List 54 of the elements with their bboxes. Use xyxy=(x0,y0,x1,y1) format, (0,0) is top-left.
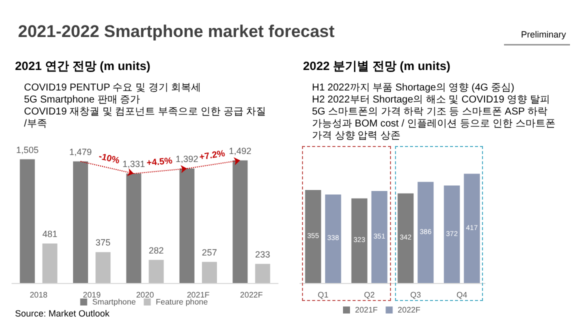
bar xyxy=(371,191,388,283)
bar xyxy=(20,159,35,283)
data-label: 282 xyxy=(148,245,164,256)
bar xyxy=(73,161,88,283)
bar xyxy=(42,243,58,283)
data-label: 233 xyxy=(255,249,270,260)
text: H2 2022부터 Shortage의 해소 및 COVID19 영향 탈피 xyxy=(312,94,550,106)
source-note: Source: Market Outlook xyxy=(15,308,110,318)
x-tick-label: 2019 xyxy=(82,290,102,300)
chart-subtitle: 2021 연간 전망 (m units) xyxy=(15,59,150,73)
text: COVID19 PENTUP 수요 및 경기 회복세 xyxy=(24,82,202,94)
bar xyxy=(305,190,322,283)
chart-title: 2021-2022 Smartphone market forecast xyxy=(18,22,335,42)
x-tick-label: 2018 xyxy=(30,290,48,300)
data-label: 375 xyxy=(96,238,111,248)
bar xyxy=(418,182,434,283)
data-label: 1,331 xyxy=(122,159,146,170)
bar xyxy=(255,264,270,283)
annotation: -10% xyxy=(98,151,121,166)
bar xyxy=(351,198,368,283)
data-label: 481 xyxy=(42,228,58,239)
x-tick-label: Q4 xyxy=(456,290,468,300)
legend-label: 2022F xyxy=(398,306,420,314)
bar xyxy=(96,252,111,283)
text: Preliminary xyxy=(520,30,566,40)
bar xyxy=(232,160,248,283)
text: H1 2022까지 부품 Shortage의 영향 (4G 중심) xyxy=(312,82,514,94)
data-label: 1,392 xyxy=(176,154,198,164)
data-label: 257 xyxy=(202,247,217,258)
bar xyxy=(179,168,194,283)
data-label: 1,479 xyxy=(69,146,92,157)
bar xyxy=(464,174,480,283)
x-tick-label: Q3 xyxy=(410,290,422,300)
text: 5G 스마트폰의 가격 하락 기조 등 스마트폰 ASP 하락 가능성과 BOM cost / 인플레이션 등으로 인한 스마트폰 가격 상향 압력 상존 xyxy=(312,106,558,142)
data-label: 1,492 xyxy=(228,146,252,156)
x-tick-label: 2020 xyxy=(136,290,154,300)
x-tick-label: 2022F xyxy=(240,290,263,300)
bar xyxy=(148,260,164,283)
chart-title: 2022 분기별 전망 (m units) xyxy=(303,59,450,73)
annotation: +4.5% xyxy=(146,155,173,168)
legend-label: Smartphone xyxy=(92,298,136,306)
x-tick-label: Q2 xyxy=(364,290,376,300)
x-tick-label: 2021F xyxy=(186,290,210,300)
bar xyxy=(202,262,217,283)
text: 5G Smartphone 판매 증가 xyxy=(24,94,140,106)
legend-label: 2021F xyxy=(355,306,378,314)
x-tick-label: Q1 xyxy=(318,290,330,300)
annotation: +7.2% xyxy=(198,148,226,162)
text: COVID19 재창궐 및 컴포넌트 부족으로 인한 공급 차질/부족 xyxy=(24,106,266,130)
legend-label: Feature phone xyxy=(156,298,208,306)
bar xyxy=(398,193,414,283)
data-label: 1,505 xyxy=(16,144,39,155)
bar xyxy=(126,174,142,283)
bar xyxy=(325,194,342,283)
